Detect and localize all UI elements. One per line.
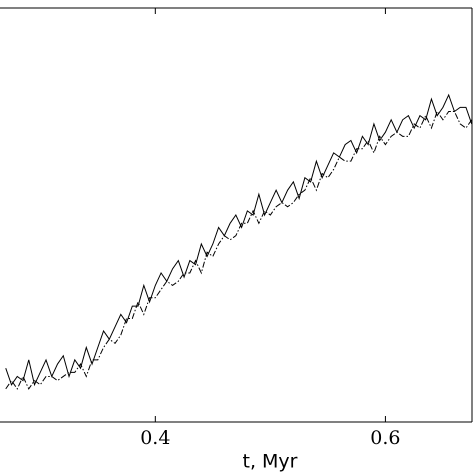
plot-area [5,93,472,390]
data-line [5,110,472,390]
x-tick-label: 0.6 [370,427,400,449]
x-tick-label: 0.4 [140,427,170,449]
data-line [5,93,472,387]
x-axis-label: t, Myr [243,451,298,473]
